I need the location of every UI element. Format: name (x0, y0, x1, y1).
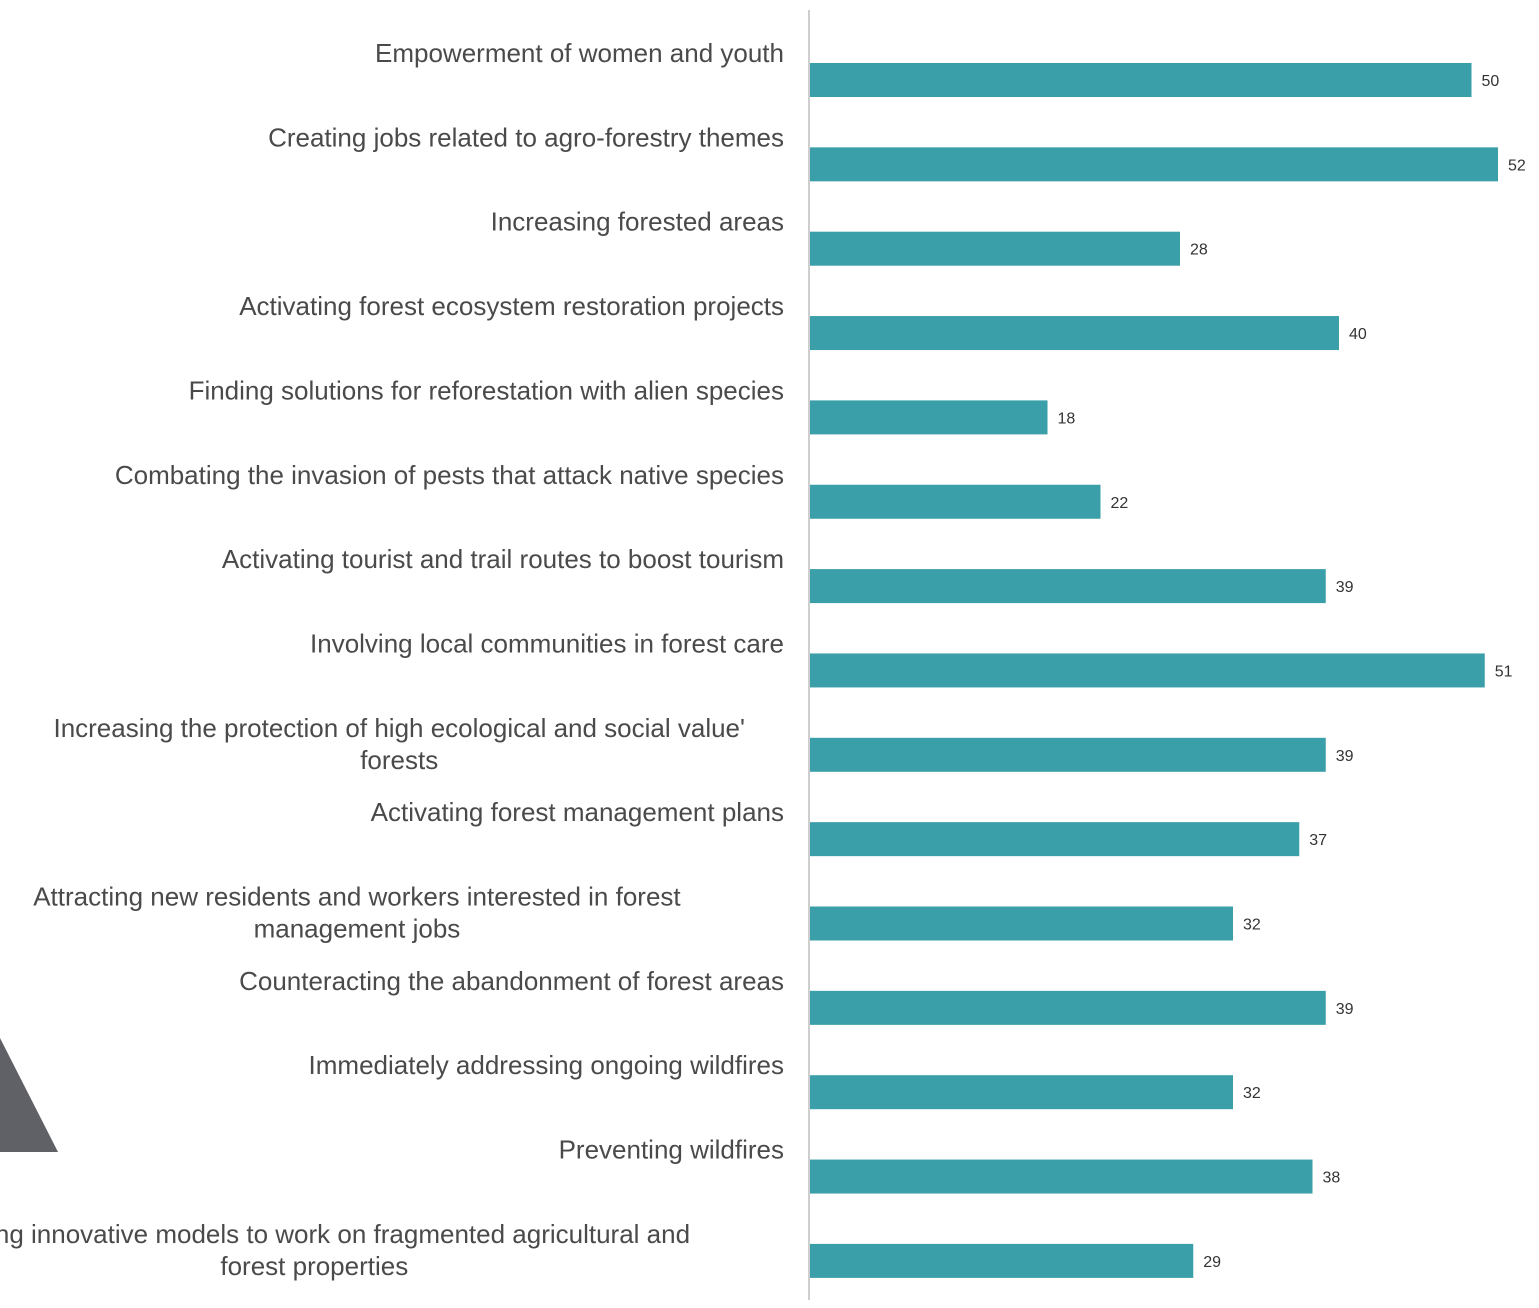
bar (810, 569, 1326, 604)
bar-value-label: 40 (1349, 326, 1367, 343)
bar-value-label: 39 (1336, 1001, 1354, 1018)
category-label: Immediately addressing ongoing wildfires (309, 1050, 784, 1080)
bar (810, 653, 1485, 688)
category-label: Counteracting the abandonment of forest … (239, 966, 784, 996)
category-label: Attracting new residents and workers int… (33, 882, 681, 944)
bar-value-label: 38 (1323, 1170, 1341, 1187)
category-label: Involving local communities in forest ca… (310, 628, 784, 658)
category-label: Activating forest management plans (371, 797, 784, 827)
bar (810, 147, 1498, 182)
bar (810, 990, 1326, 1025)
bar (810, 1243, 1194, 1278)
category-label-line: management jobs (254, 914, 461, 944)
corner-triangle-decoration (0, 1038, 58, 1152)
category-label-line: Increasing the protection of high ecolog… (53, 713, 745, 743)
bar-value-label: 39 (1336, 579, 1354, 596)
category-label-line: forests (360, 745, 438, 775)
category-label: Preventing wildfires (559, 1135, 784, 1165)
bar (810, 231, 1180, 266)
bar-value-label: 39 (1336, 748, 1354, 765)
bar (810, 484, 1101, 519)
bar-value-label: 32 (1243, 917, 1261, 934)
bar-value-label: 28 (1190, 242, 1208, 259)
category-label: Creating jobs related to agro-forestry t… (268, 122, 784, 152)
bar (810, 822, 1300, 857)
bar-value-label: 18 (1058, 410, 1076, 427)
bar-value-label: 52 (1508, 157, 1526, 174)
bar-value-label: 50 (1482, 73, 1500, 90)
bars-group: 50 Empowerment of women and youth 52 Creati… (0, 38, 1526, 1281)
category-label: Empowerment of women and youth (375, 38, 784, 68)
category-label: Increasing the protection of high ecolog… (53, 713, 745, 775)
category-label: Increasing forested areas (491, 207, 784, 237)
category-label: Combating the invasion of pests that att… (115, 460, 784, 490)
bar (810, 737, 1326, 772)
bar (810, 1159, 1313, 1194)
bar (810, 400, 1048, 435)
category-label: Finding innovative models to work on fra… (0, 1219, 690, 1281)
category-label-line: Attracting new residents and workers int… (33, 882, 681, 912)
category-label-line: Finding innovative models to work on fra… (0, 1219, 690, 1249)
bar-value-label: 37 (1309, 832, 1327, 849)
bar-value-label: 22 (1111, 495, 1129, 512)
bar (810, 1075, 1233, 1110)
category-label: Activating forest ecosystem restoration … (239, 291, 784, 321)
bar (810, 63, 1472, 97)
bar (810, 906, 1233, 941)
bar-value-label: 51 (1495, 663, 1513, 680)
category-label-line: forest properties (220, 1251, 408, 1281)
bar (810, 316, 1339, 351)
bar-value-label: 29 (1203, 1254, 1221, 1271)
category-label: Finding solutions for reforestation with… (189, 375, 784, 405)
bar-value-label: 32 (1243, 1085, 1261, 1102)
category-label: Activating tourist and trail routes to b… (222, 544, 784, 574)
